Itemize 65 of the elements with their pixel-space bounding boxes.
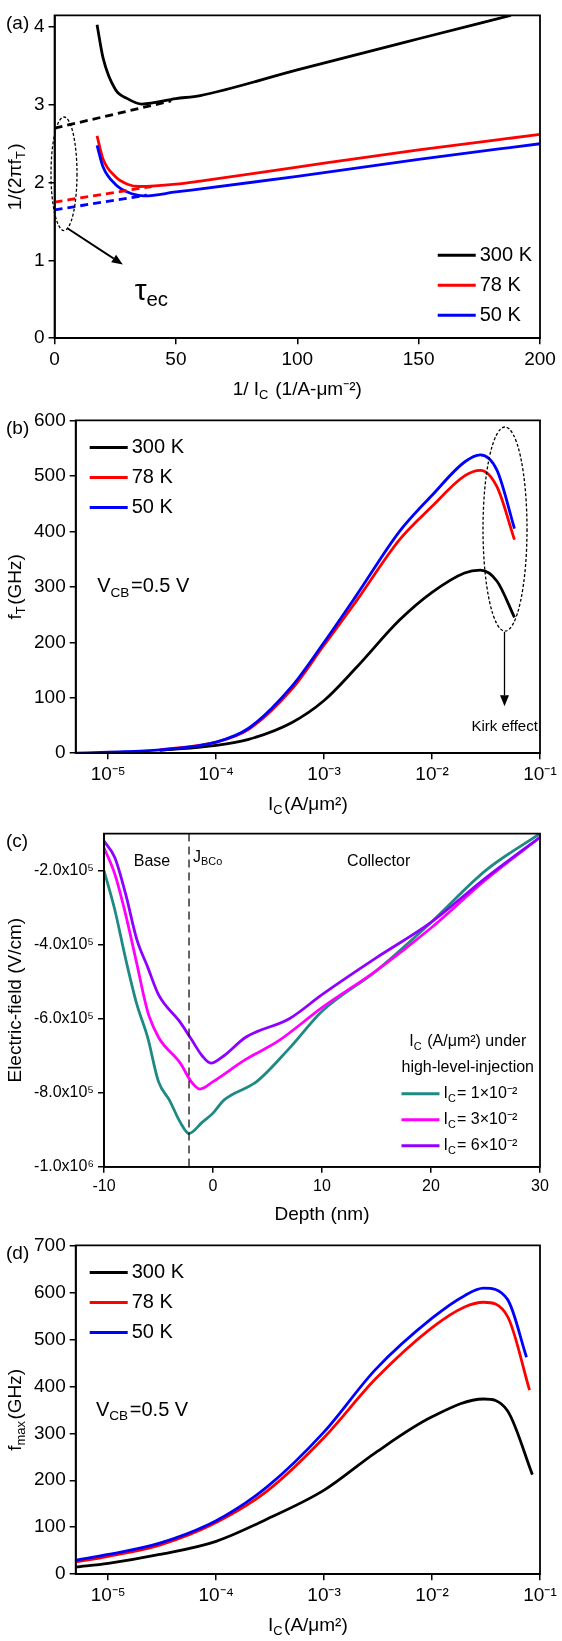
legend-label: 78 K [131, 1289, 174, 1312]
y-tick-label: -1.0x10⁶ [34, 1157, 94, 1175]
y-tick-label: 4 [33, 15, 45, 37]
y-tick-label: 100 [34, 685, 66, 707]
x-axis-title: Depth (nm) [274, 1203, 370, 1225]
y-tick-label: 500 [34, 464, 66, 486]
x-tick-label: 10⁻³ [307, 762, 341, 784]
x-tick-label: 100 [281, 347, 314, 369]
x-tick-label: 0 [208, 1176, 218, 1194]
x-tick-label: 200 [524, 347, 556, 369]
x-tick-label: 30 [531, 1176, 549, 1194]
x-tick-label: 10⁻⁴ [198, 762, 234, 784]
x-tick-label: 10⁻⁵ [90, 1583, 126, 1605]
y-tick-label: 3 [33, 93, 45, 115]
y-tick-label: 300 [34, 1421, 66, 1443]
y-tick-label: 600 [34, 408, 66, 430]
legend-label: 78 K [131, 464, 174, 487]
legend-label: 300 K [131, 434, 185, 457]
y-tick-label: 0 [55, 1562, 66, 1584]
x-tick-label: 10⁻² [415, 1583, 449, 1605]
y-tick-label: 200 [34, 1468, 66, 1490]
legend-label: 300 K [131, 1259, 185, 1282]
x-tick-label: -10 [92, 1176, 116, 1194]
annotation: Base [133, 852, 171, 870]
y-tick-label: 300 [34, 575, 66, 597]
y-tick-label: 400 [34, 519, 66, 541]
y-tick-label: 500 [34, 1327, 66, 1349]
chart-title: (d) [6, 1241, 30, 1263]
y-tick-label: 2 [33, 170, 45, 192]
x-tick-label: 10⁻⁵ [90, 762, 126, 784]
y-tick-label: -8.0x10⁵ [34, 1083, 94, 1101]
y-tick-label: 1 [33, 248, 45, 270]
y-tick-label: 0 [55, 741, 66, 763]
y-axis-title: Electric-field (V/cm) [4, 917, 26, 1083]
y-tick-label: 200 [34, 630, 66, 652]
y-tick-label: -6.0x10⁵ [34, 1009, 94, 1027]
legend-label: 300 K [479, 242, 533, 265]
x-tick-label: 10⁻¹ [523, 1583, 557, 1605]
x-tick-label: 20 [422, 1176, 440, 1194]
y-tick-label: -2.0x10⁵ [34, 861, 94, 879]
legend-label: 50 K [479, 302, 522, 325]
chart-title: (b) [6, 416, 30, 438]
x-tick-label: 10⁻¹ [523, 762, 557, 784]
annotation: Collector [347, 852, 411, 870]
x-tick-label: 10⁻² [415, 762, 449, 784]
y-tick-label: 0 [33, 326, 45, 348]
x-tick-label: 10⁻³ [307, 1583, 341, 1605]
y-axis-title: fmax(GHz) [4, 1368, 29, 1451]
x-tick-label: 10 [313, 1176, 331, 1194]
legend-label: 50 K [131, 1319, 174, 1342]
y-tick-label: 600 [34, 1280, 66, 1302]
y-axis-title: 1/(2πfT) [4, 143, 29, 211]
y-tick-label: 700 [34, 1233, 66, 1255]
y-axis-title: fT(GHz) [4, 554, 29, 620]
chart-title: (c) [6, 829, 29, 851]
annotation: Kirk effect [471, 716, 539, 734]
y-tick-label: -4.0x10⁵ [34, 935, 94, 953]
x-tick-label: 10⁻⁴ [198, 1583, 234, 1605]
legend-label: 78 K [479, 272, 522, 295]
legend-label: 50 K [131, 494, 174, 517]
chart-title: (a) [6, 11, 30, 33]
x-tick-label: 150 [402, 347, 435, 369]
x-tick-label: 50 [165, 347, 187, 369]
y-tick-label: 100 [34, 1515, 66, 1537]
y-tick-label: 400 [34, 1374, 66, 1396]
